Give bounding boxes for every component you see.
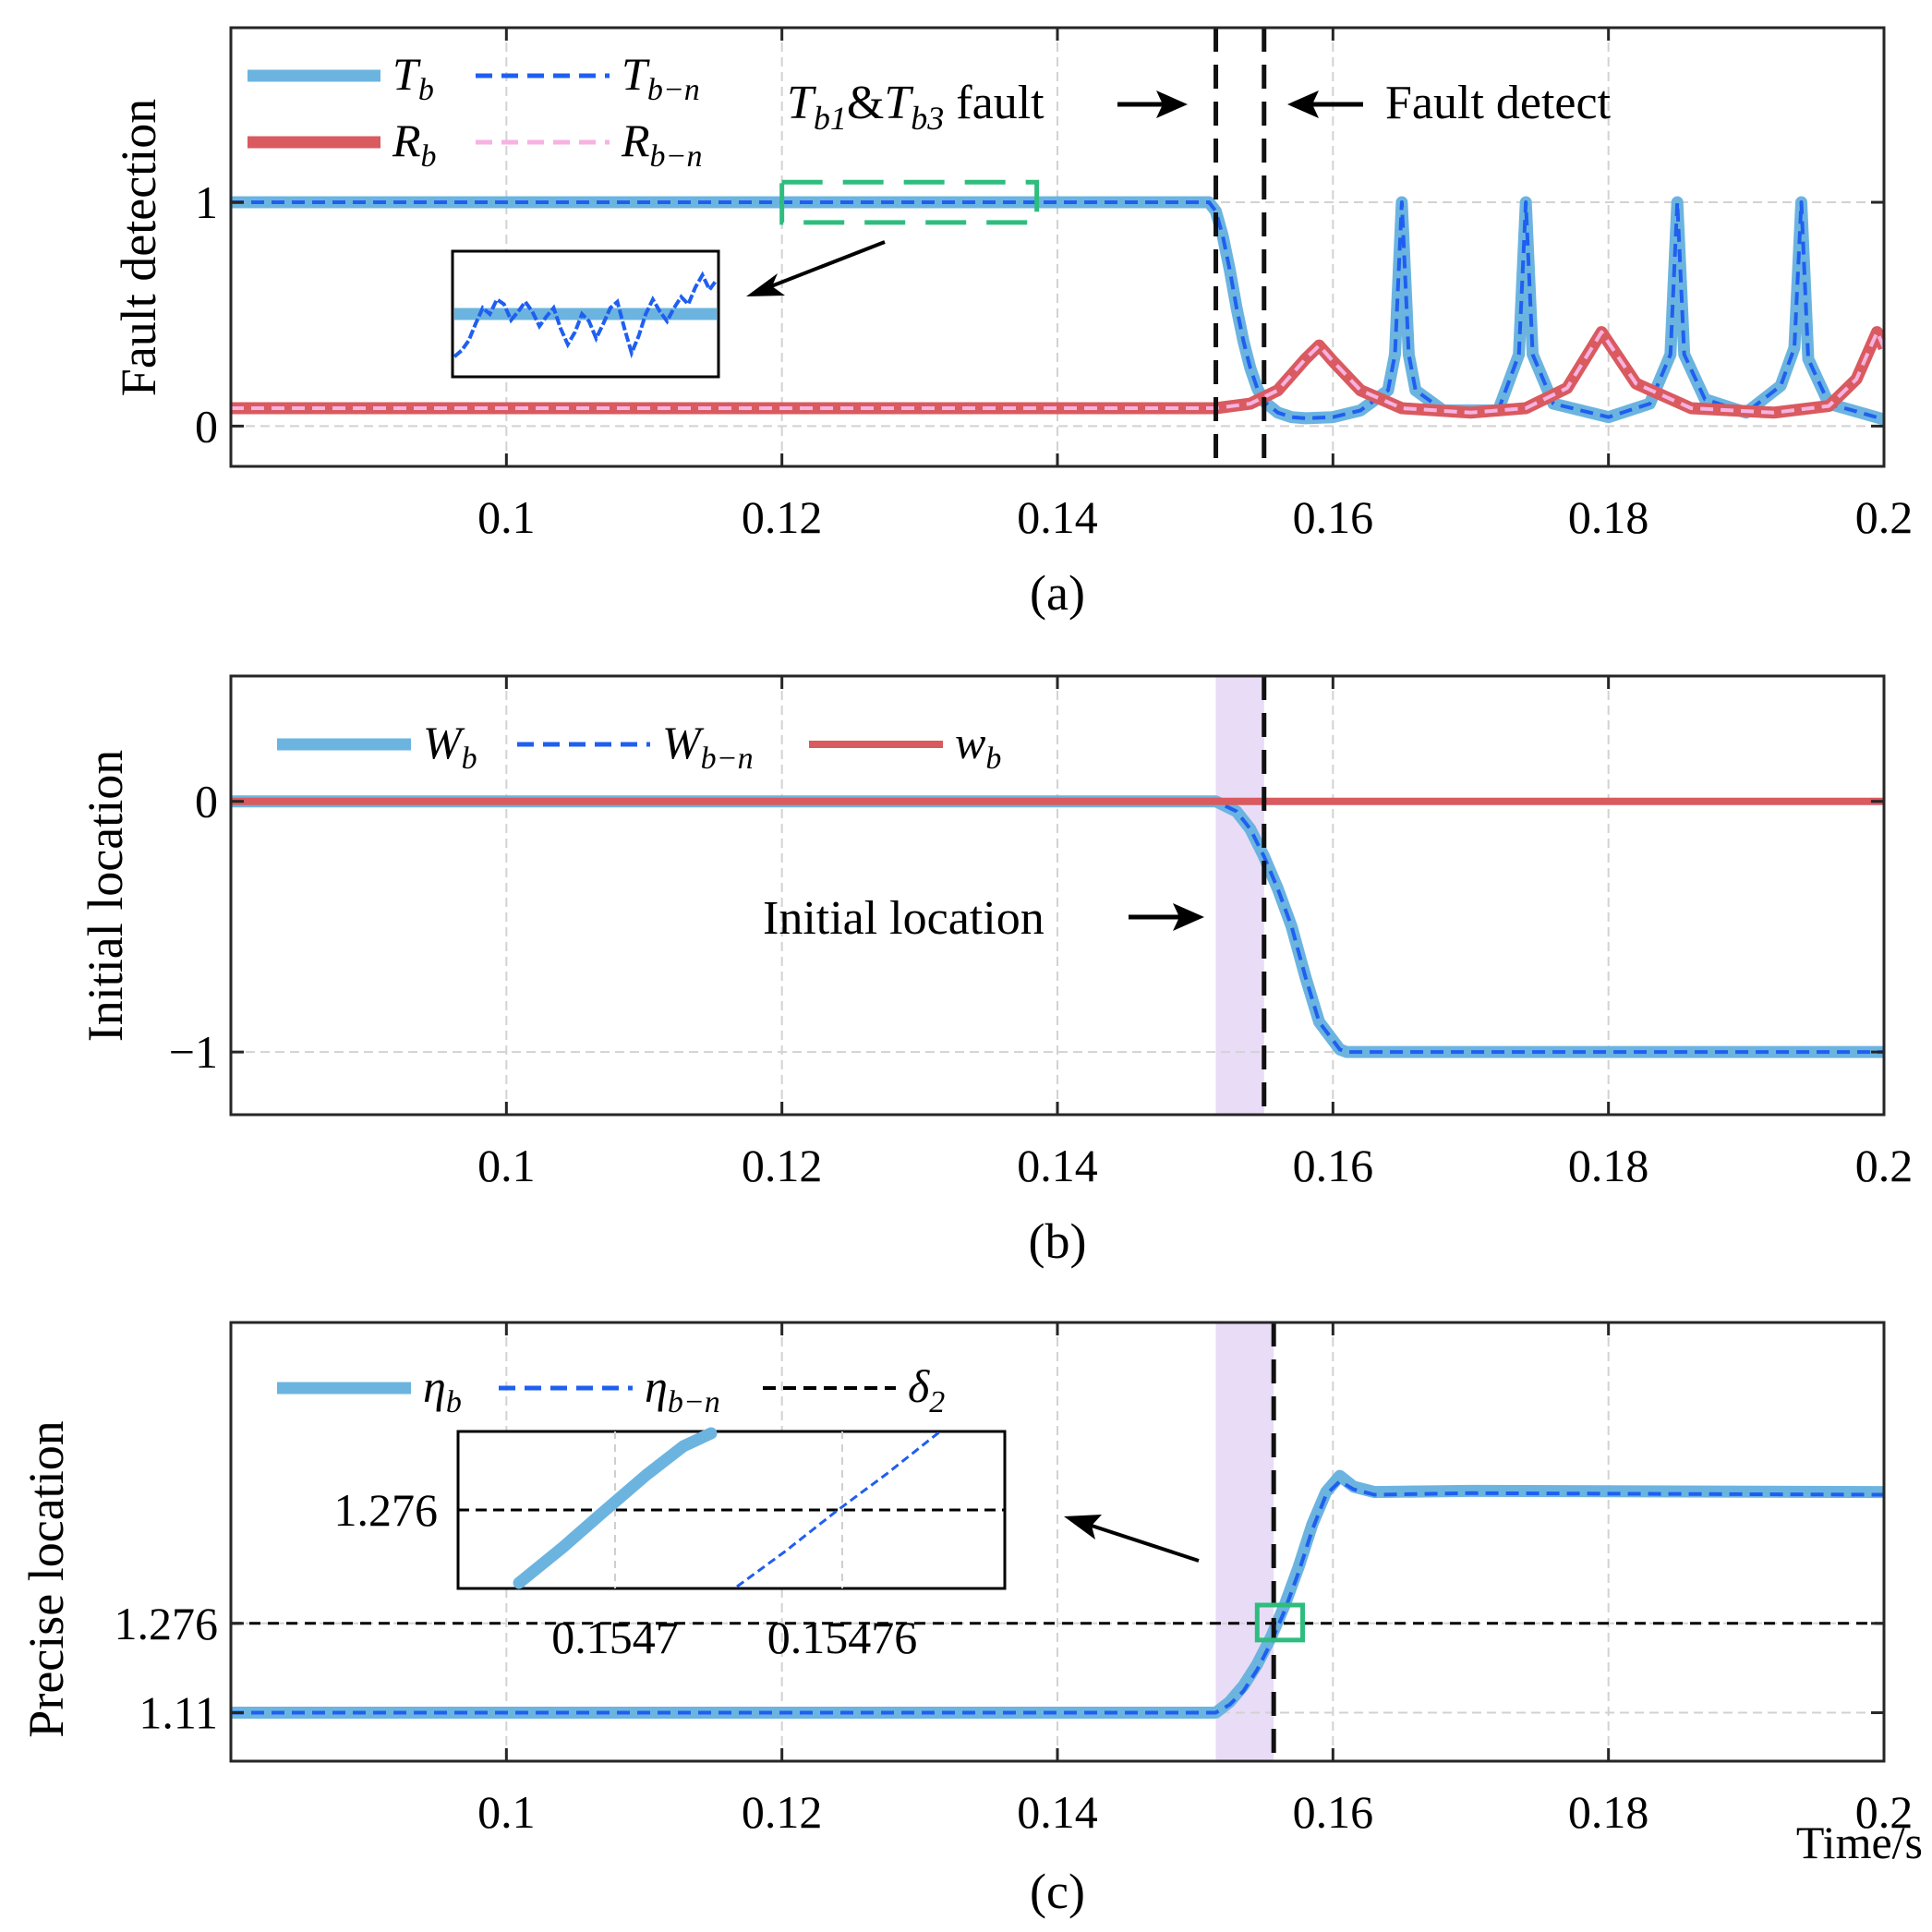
xlabel-c: Time/s [1796, 1817, 1923, 1868]
inset-a [451, 249, 720, 379]
xtick-label-a-4: 0.18 [1568, 491, 1649, 543]
plot-area-a [231, 28, 1884, 466]
ytick-label-a-1: 1 [195, 176, 218, 228]
legend-label-rb: Rb [392, 115, 437, 174]
legend-label-etan: ηb−n [645, 1360, 720, 1419]
legend-label-tb: Tb [392, 48, 434, 107]
xtick-label-c-4: 0.18 [1568, 1786, 1649, 1838]
series-group-b [231, 795, 1884, 1058]
ticks-c: 0.1 0.12 0.14 0.16 0.18 0.2 1.11 1.276 [115, 1322, 1914, 1838]
arrow-initial [1129, 903, 1204, 931]
xtick-label-a-3: 0.16 [1293, 491, 1374, 543]
xtick-label-b-2: 0.14 [1017, 1140, 1098, 1191]
xtick-label-b-1: 0.12 [742, 1140, 823, 1191]
ylabel-c: Precise location [18, 1420, 74, 1737]
xtick-label-c-1: 0.12 [742, 1786, 823, 1838]
ytick-label-b-0: 0 [195, 776, 218, 827]
legend-label-wb: Wb [423, 717, 477, 776]
xtick-label-a-0: 0.1 [477, 491, 536, 543]
xtick-label-b-0: 0.1 [477, 1140, 536, 1191]
inset-c: 1.276 0.1547 0.15476 [334, 1427, 1007, 1663]
arrow-detect [1287, 91, 1363, 118]
series-group-c [231, 1469, 1884, 1719]
ytick-label-b-1: −1 [169, 1026, 218, 1078]
ytick-label-c-0: 1.11 [139, 1687, 218, 1739]
legend-label-rbn: Rb−n [621, 115, 703, 174]
legend-label-delta: δ2 [908, 1360, 945, 1419]
ylabel-b: Initial location [78, 750, 133, 1042]
panel-c: 0.1 0.12 0.14 0.16 0.18 0.2 1.11 1.276 Precise … [18, 1321, 1923, 1919]
xtick-label-c-0: 0.1 [477, 1786, 536, 1838]
xtick-label-b-3: 0.16 [1293, 1140, 1374, 1191]
ticks-b: 0.1 0.12 0.14 0.16 0.18 0.2 0 −1 [169, 676, 1913, 1191]
xtick-label-b-4: 0.18 [1568, 1140, 1649, 1191]
shade-region-c [1215, 1322, 1274, 1761]
xtick-label-b-5: 0.2 [1855, 1140, 1914, 1191]
legend-label-wlower: wb [955, 717, 1001, 776]
xtick-label-a-1: 0.12 [742, 491, 823, 543]
inset-trace-a [453, 271, 718, 359]
legend-label-eta: ηb [423, 1360, 462, 1419]
xtick-label-a-2: 0.14 [1017, 491, 1098, 543]
series-c-eta_b-n [231, 1479, 1884, 1715]
arrow-fault [1117, 91, 1188, 118]
legend-label-wbn: Wb−n [662, 717, 754, 776]
series-a-R_b-n [231, 330, 1884, 415]
plot-area-b [231, 676, 1884, 1115]
series-group-a [231, 196, 1884, 426]
xtick-label-c-2: 0.14 [1017, 1786, 1098, 1838]
ytick-label-c-1: 1.276 [115, 1598, 219, 1649]
series-c-eta_b [231, 1469, 1884, 1719]
ylabel-a: Fault detection [111, 99, 166, 396]
legend-label-tbn: Tb−n [622, 48, 700, 107]
panel-a: 0.1 0.12 0.14 0.16 0.18 0.2 0 1 Fault detection… [111, 26, 1913, 621]
annotation-initial: Initial location [763, 892, 1044, 945]
series-b-W_b-n [231, 799, 1884, 1055]
annotation-fault: Tb1&Tb3 fault [787, 77, 1044, 137]
shade-region-b [1215, 676, 1264, 1115]
legend-a: Tb Tb−n Rb Rb−n [248, 48, 703, 174]
inset-etan-c [736, 1430, 941, 1588]
ytick-label-a-0: 0 [195, 400, 218, 452]
xtick-label-c-3: 0.16 [1293, 1786, 1374, 1838]
inset-xtick-c2: 0.15476 [767, 1612, 918, 1663]
arrow-inset-c [1064, 1515, 1200, 1563]
zoom-box-a [779, 179, 1040, 225]
annotation-detect: Fault detect [1385, 77, 1612, 129]
caption-b: (b) [1029, 1214, 1087, 1269]
inset-eta-c [513, 1427, 718, 1589]
legend-b: Wb Wb−n wb [277, 717, 1001, 776]
arrow-inset-a [746, 240, 886, 296]
panel-b: 0.1 0.12 0.14 0.16 0.18 0.2 0 −1 Initial locati… [78, 674, 1913, 1269]
inset-xtick-c1: 0.1547 [551, 1612, 679, 1663]
grid-a [231, 28, 1885, 466]
ticks-a: 0.1 0.12 0.14 0.16 0.18 0.2 0 1 [195, 28, 1913, 543]
caption-c: (c) [1030, 1864, 1085, 1919]
inset-ytick-c: 1.276 [334, 1484, 439, 1536]
legend-c: ηb ηb−n δ2 [277, 1360, 945, 1419]
zoom-box-c [1254, 1602, 1306, 1643]
xtick-label-c-5: 0.2 [1855, 1786, 1914, 1838]
xtick-label-a-5: 0.2 [1855, 491, 1914, 543]
caption-a: (a) [1030, 565, 1085, 621]
